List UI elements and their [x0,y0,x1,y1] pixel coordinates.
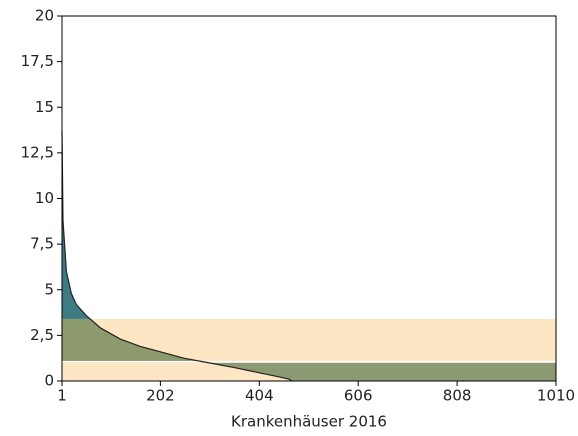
y-tick-label: 17,5 [21,52,54,70]
y-tick-label: 15 [35,98,54,116]
band [62,16,556,319]
y-tick-label: 10 [35,189,54,207]
x-tick-label: 808 [443,387,472,405]
x-tick-label: 404 [245,387,274,405]
x-tick-label: 1010 [537,387,575,405]
y-tick-label: 5 [44,280,54,298]
plot: 0 2,5 5 7,5 10 12,5 15 17,5 20 1 202 404 606 808 1010 [21,7,576,405]
y-tick-label: 12,5 [21,143,54,161]
curve [61,130,292,382]
x-axis-title: Krankenhäuser 2016 [231,413,387,431]
y-tick-label: 20 [35,7,54,25]
y-tick-label: 0 [44,372,54,390]
x-tick-label: 202 [146,387,175,405]
x-tick-label: 606 [344,387,373,405]
x-tick-label: 1 [57,387,67,405]
y-tick-label: 7,5 [30,235,54,253]
y-tick-label: 2,5 [30,326,54,344]
